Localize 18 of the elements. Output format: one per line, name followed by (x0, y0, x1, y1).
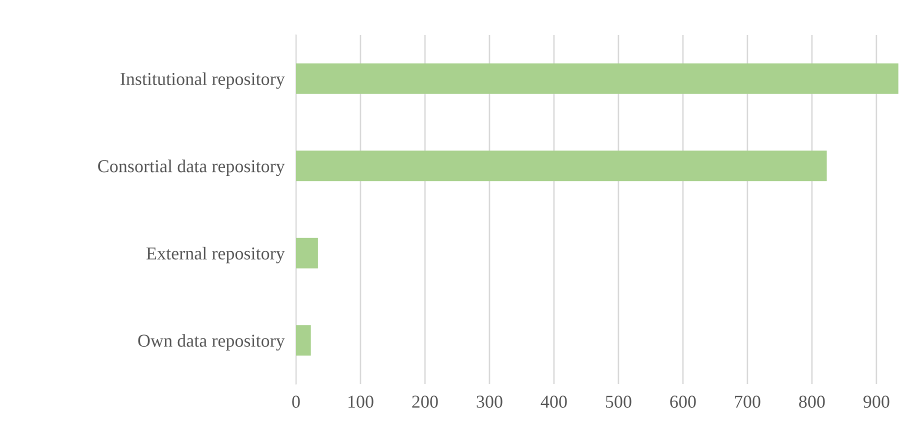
y-tick-label: External repository (146, 246, 285, 264)
x-tick-label: 600 (670, 396, 696, 408)
x-tick-label: 100 (348, 396, 374, 408)
x-tick-label: 500 (606, 396, 632, 408)
bar (296, 150, 827, 182)
bar (296, 238, 318, 268)
x-tick-label: 800 (799, 396, 825, 408)
y-tick-label: Institutional repository (120, 72, 285, 89)
x-tick-label: 400 (540, 396, 567, 408)
y-tick-label: Consortial data repository (98, 160, 285, 176)
x-tick-label: 200 (412, 396, 438, 408)
bar (296, 325, 311, 356)
y-tick-label: Own data repository (138, 334, 285, 351)
x-tick-label: 300 (476, 396, 502, 408)
x-tick-label: 900 (863, 396, 890, 408)
x-tick-label: 700 (735, 396, 760, 408)
x-tick-label: 0 (292, 396, 300, 408)
bar (296, 63, 898, 94)
